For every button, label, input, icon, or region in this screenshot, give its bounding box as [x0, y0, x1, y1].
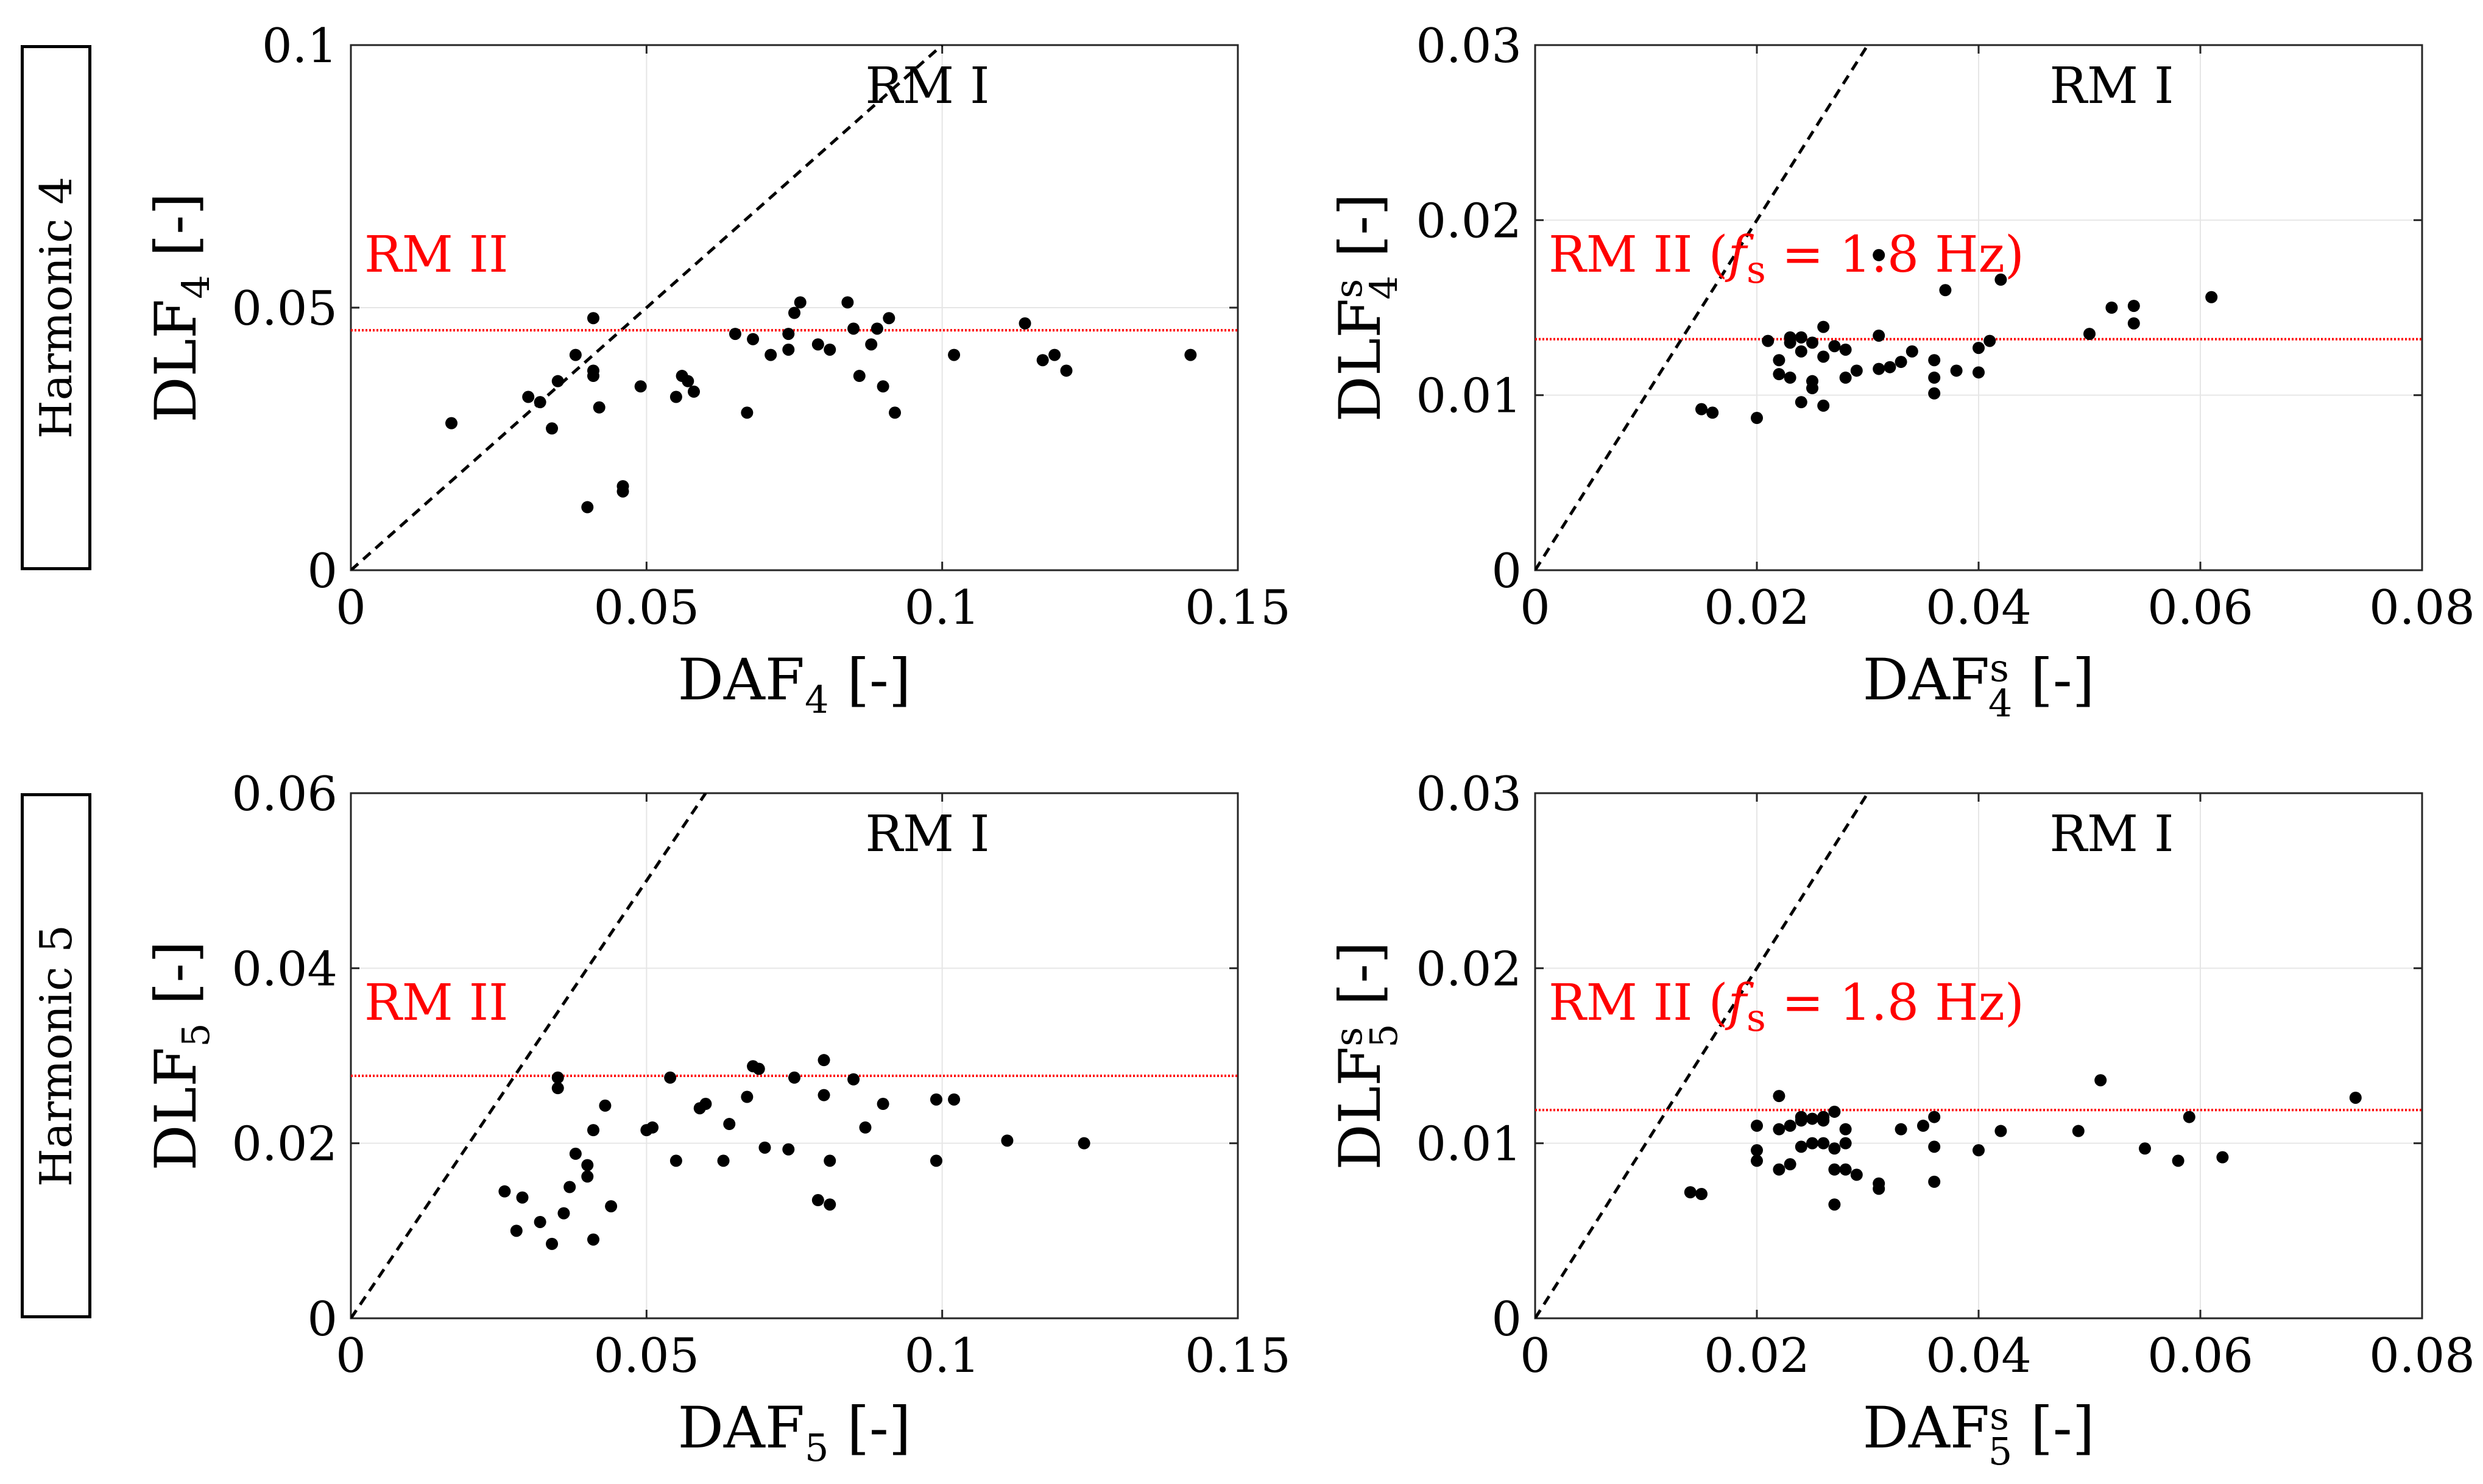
data-point	[729, 328, 741, 341]
data-point	[1019, 317, 1031, 330]
reference-line-label: RM II	[364, 226, 509, 284]
data-point	[853, 370, 866, 383]
x-axis-label-sub: 4	[805, 677, 828, 722]
data-point	[581, 501, 594, 514]
x-axis-label-unit: [-]	[828, 647, 911, 713]
data-point	[687, 385, 700, 398]
x-tick-label: 0.05	[593, 581, 699, 635]
data-point	[1036, 354, 1049, 367]
x-axis-label-main: DAF	[678, 647, 805, 713]
data-point	[546, 422, 559, 435]
data-point	[871, 322, 883, 335]
data-point	[788, 306, 800, 319]
x-tick-label: 0	[336, 581, 366, 635]
data-point	[811, 338, 824, 351]
y-axis-label-sub: 4	[174, 275, 218, 299]
data-point	[948, 348, 961, 361]
y-tick-label: 0	[307, 544, 337, 599]
identity-line-label: RM I	[865, 57, 989, 115]
data-point	[865, 338, 878, 351]
x-axis-label: DAF4 [-]	[678, 647, 911, 722]
data-point	[551, 375, 564, 387]
data-point	[841, 296, 854, 309]
data-point	[794, 296, 807, 309]
data-point	[847, 322, 860, 335]
data-point	[634, 380, 647, 393]
row-label-harmonic-4: Harmonic 4	[21, 45, 91, 570]
y-tick-label: 0.1	[262, 19, 337, 74]
data-point	[445, 417, 458, 429]
data-point	[782, 343, 795, 356]
data-point	[534, 396, 546, 409]
data-point	[616, 485, 629, 498]
data-point	[569, 348, 582, 361]
data-point	[877, 380, 889, 393]
x-tick-label: 0.1	[905, 581, 980, 635]
data-point	[587, 370, 599, 383]
y-axis-label: DLF4 [-]	[143, 193, 218, 422]
data-point	[1060, 364, 1073, 377]
identity-line	[351, 45, 944, 570]
data-point	[522, 390, 535, 403]
data-point	[824, 343, 836, 356]
y-tick-label: 0.05	[231, 281, 337, 336]
data-point	[1048, 348, 1061, 361]
data-point	[883, 312, 895, 325]
data-point	[682, 375, 694, 387]
data-point	[782, 328, 795, 341]
data-point	[669, 390, 682, 403]
x-tick-label: 0.15	[1185, 581, 1291, 635]
row-label-harmonic-5: Harmonic 5	[21, 793, 91, 1318]
y-axis-label-main: DLF	[143, 299, 210, 423]
data-point	[593, 401, 606, 414]
data-point	[765, 348, 777, 361]
data-point	[889, 406, 902, 419]
data-point	[587, 312, 599, 325]
data-point	[747, 333, 760, 345]
y-axis-label-unit: [-]	[143, 193, 210, 275]
plot-contents	[351, 45, 1238, 570]
data-point	[741, 406, 754, 419]
data-point	[1184, 348, 1197, 361]
reference-line-label-main: RM II	[364, 226, 509, 284]
